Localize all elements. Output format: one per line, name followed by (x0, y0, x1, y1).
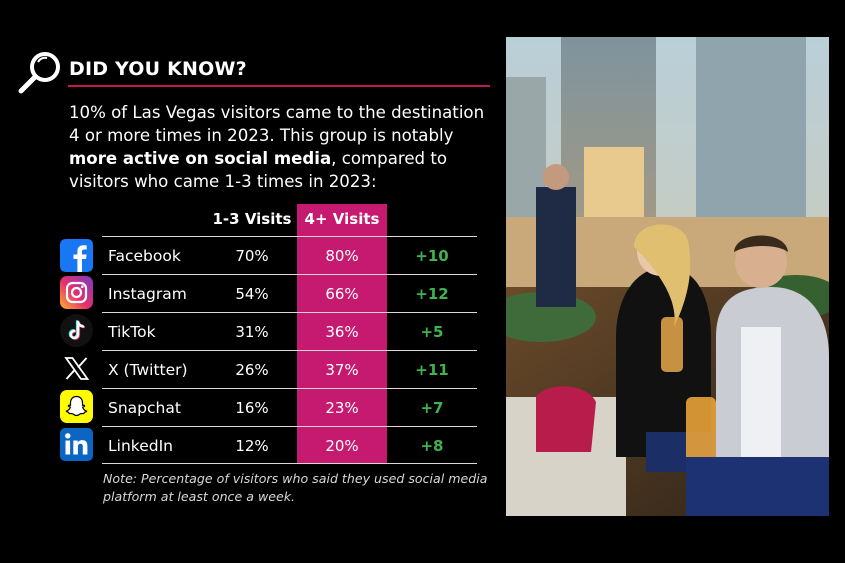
value-1-3-visits: 54% (235, 285, 269, 303)
platform-name: LinkedIn (108, 437, 173, 455)
value-difference: +8 (420, 437, 444, 455)
row-divider (102, 388, 477, 389)
table-row: TikTok 31% 36% +5 (0, 313, 845, 351)
value-4plus-visits: 23% (325, 399, 359, 417)
platform-name: Snapchat (108, 399, 181, 417)
linkedin-icon (60, 428, 93, 461)
value-difference: +11 (415, 361, 449, 379)
facebook-icon (60, 239, 93, 272)
intro-text-1: 10% of Las Vegas visitors came to the de… (69, 103, 485, 145)
column-header-4plus-visits: 4+ Visits (304, 210, 380, 228)
row-divider (102, 312, 477, 313)
value-difference: +10 (415, 247, 449, 265)
value-4plus-visits: 80% (325, 247, 359, 265)
row-divider (102, 274, 477, 275)
intro-paragraph: 10% of Las Vegas visitors came to the de… (69, 101, 494, 193)
snapchat-icon (60, 390, 93, 423)
table-bottom-line (102, 463, 477, 464)
platform-name: TikTok (108, 323, 156, 341)
x-twitter-icon (60, 352, 93, 385)
platform-name: X (Twitter) (108, 361, 188, 379)
value-difference: +12 (415, 285, 449, 303)
table-row: Snapchat 16% 23% +7 (0, 389, 845, 427)
row-divider (102, 426, 477, 427)
value-1-3-visits: 31% (235, 323, 269, 341)
value-1-3-visits: 12% (235, 437, 269, 455)
value-1-3-visits: 16% (235, 399, 269, 417)
footnote: Note: Percentage of visitors who said th… (103, 471, 488, 504)
page-title: DID YOU KNOW? (69, 58, 247, 80)
table-row: X (Twitter) 26% 37% +11 (0, 351, 845, 389)
table-row: Instagram 54% 66% +12 (0, 275, 845, 313)
platform-name: Facebook (108, 247, 181, 265)
magnifier-icon (18, 52, 60, 94)
column-header-1-3-visits: 1-3 Visits (212, 210, 292, 228)
value-1-3-visits: 26% (235, 361, 269, 379)
table-header-line (102, 236, 477, 237)
platform-name: Instagram (108, 285, 187, 303)
value-difference: +5 (420, 323, 444, 341)
value-4plus-visits: 66% (325, 285, 359, 303)
row-divider (102, 350, 477, 351)
value-4plus-visits: 37% (325, 361, 359, 379)
value-4plus-visits: 20% (325, 437, 359, 455)
tiktok-icon (60, 314, 93, 347)
intro-text-2: , compared to visitors who came 1-3 time… (69, 149, 447, 191)
value-4plus-visits: 36% (325, 323, 359, 341)
intro-bold-text: more active on social media (69, 149, 332, 168)
highlight-column (297, 204, 387, 463)
value-difference: +7 (420, 399, 444, 417)
instagram-icon (60, 276, 93, 309)
table-row: Facebook 70% 80% +10 (0, 237, 845, 275)
table-row: LinkedIn 12% 20% +8 (0, 427, 845, 465)
title-divider (68, 85, 490, 87)
las-vegas-photo (506, 37, 829, 516)
value-1-3-visits: 70% (235, 247, 269, 265)
